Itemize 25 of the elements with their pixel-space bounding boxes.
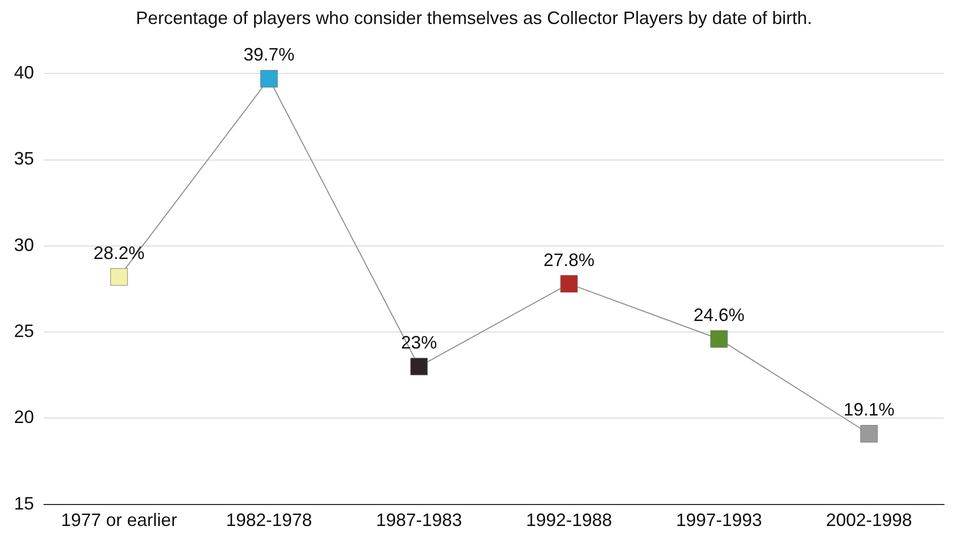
x-tick-label: 2002-1998 [826, 510, 912, 530]
y-tick-label: 40 [14, 62, 34, 83]
data-label: 23% [400, 332, 438, 353]
point [860, 425, 878, 442]
x-tick-label: 1992-1988 [526, 510, 612, 530]
data-label: 28.2% [93, 242, 145, 263]
point [260, 70, 278, 88]
data-label: 24.6% [693, 304, 745, 325]
y-tick-label: 20 [14, 407, 34, 428]
point [710, 330, 728, 348]
chart-title: Percentage of players who consider themselves as Collector Players by date of birth. [136, 8, 812, 28]
point [560, 275, 578, 293]
y-tick-label: 25 [14, 321, 34, 342]
data-label: 27.8% [543, 250, 595, 270]
x-tick-label: 1997-1993 [676, 510, 762, 530]
data-label: 39.7% [243, 44, 295, 65]
y-tick-label: 15 [14, 493, 34, 514]
point [410, 358, 428, 376]
x-tick-label: 1982-1978 [226, 510, 312, 530]
y-tick-label: 30 [14, 234, 34, 255]
data-label: 19.1% [843, 400, 895, 420]
y-tick-label: 35 [14, 148, 34, 169]
point [110, 268, 128, 286]
x-tick-label: 1987-1983 [376, 510, 462, 530]
x-tick-label: 1977 or earlier [60, 510, 178, 530]
